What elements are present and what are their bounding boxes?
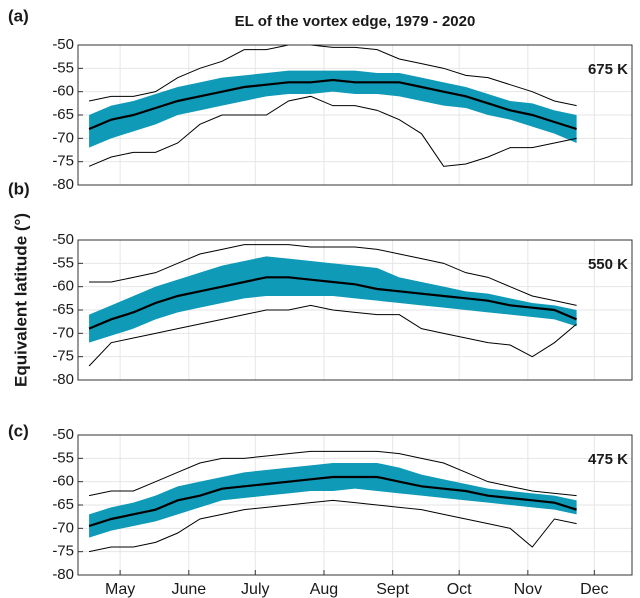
mean-line [88, 78, 577, 131]
y-tick-label: -70 [52, 519, 74, 536]
x-tick-label: July [241, 581, 269, 598]
plot-frame [77, 44, 633, 186]
x-tick-label: Dec [580, 581, 608, 598]
plot-frame [77, 239, 633, 381]
panel-label: (c) [8, 421, 29, 440]
extreme-line [88, 44, 577, 107]
x-tick-label: Oct [447, 581, 472, 598]
mean-line [88, 475, 577, 528]
y-tick-label: -55 [52, 449, 74, 466]
mean-line [88, 276, 578, 330]
y-tick-label: -65 [52, 496, 74, 513]
range-band [89, 70, 577, 148]
x-tick-label: Aug [310, 581, 338, 598]
range-band [89, 463, 577, 538]
y-tick-label: -50 [52, 231, 74, 248]
y-tick-label: -65 [52, 301, 74, 318]
y-tick-label: -80 [52, 371, 74, 388]
level-annotation: 475 K [588, 451, 628, 468]
panel-label: (b) [8, 179, 30, 198]
y-tick-label: -55 [52, 59, 74, 76]
x-tick-label: Sept [376, 581, 409, 598]
level-annotation: 550 K [588, 256, 628, 273]
x-tick-label: May [105, 581, 135, 598]
y-tick-label: -50 [52, 426, 74, 443]
y-tick-label: -75 [52, 543, 74, 560]
extreme-line [89, 244, 577, 306]
y-tick-label: -55 [52, 254, 74, 271]
y-tick-label: -75 [52, 348, 74, 365]
extreme-line [88, 304, 577, 367]
plot-frame [77, 434, 633, 576]
extreme-line [88, 499, 577, 553]
y-tick-label: -80 [52, 176, 74, 193]
level-annotation: 675 K [588, 61, 628, 78]
y-tick-label: -70 [52, 129, 74, 146]
x-tick-label: Nov [514, 581, 542, 598]
x-tick-label: June [171, 581, 206, 598]
y-tick-label: -50 [52, 36, 74, 53]
chart-title: EL of the vortex edge, 1979 - 2020 [235, 13, 476, 30]
extreme-line [88, 450, 577, 497]
y-tick-label: -80 [52, 566, 74, 583]
y-tick-label: -70 [52, 324, 74, 341]
y-tick-label: -75 [52, 153, 74, 170]
y-axis-label: Equivalent latitude (°) [11, 213, 30, 387]
y-tick-label: -65 [52, 106, 74, 123]
extreme-line [88, 95, 577, 167]
range-band [89, 256, 577, 343]
panel-label: (a) [8, 6, 29, 25]
y-tick-label: -60 [52, 473, 74, 490]
y-tick-label: -60 [52, 278, 74, 295]
y-tick-label: -60 [52, 83, 74, 100]
